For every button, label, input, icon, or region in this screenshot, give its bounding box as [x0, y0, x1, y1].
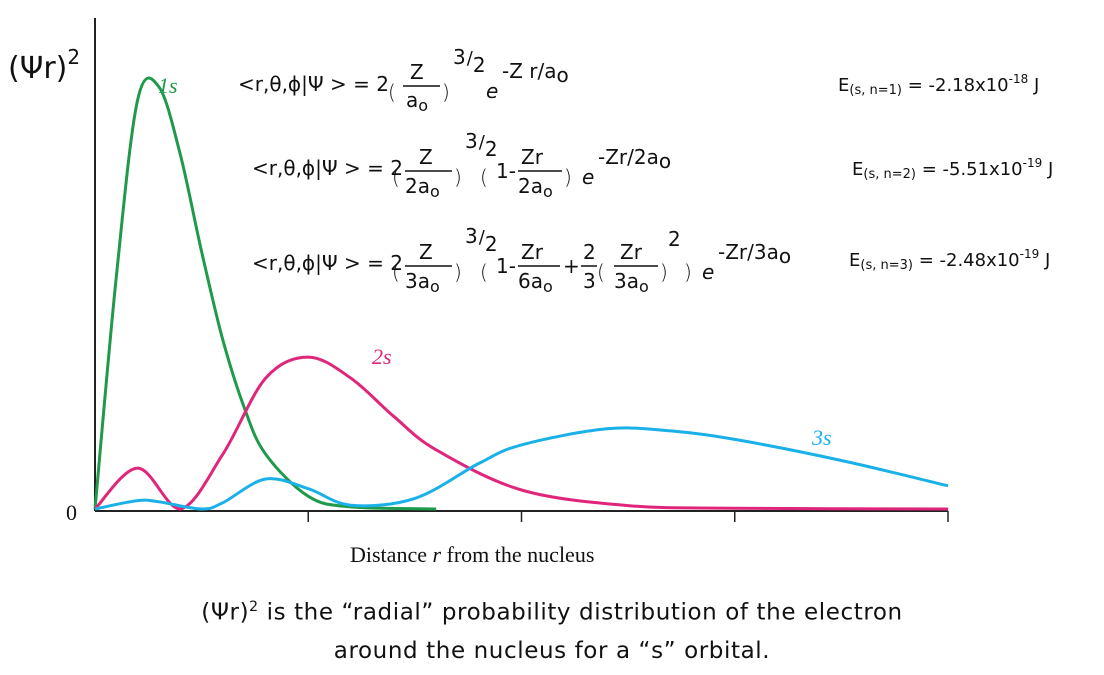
- equation-3s: <r,θ,ϕ|Ψ > = 2 ( Z 3ao ) 3/2 ( 1- Zr 6ao…: [252, 224, 791, 296]
- eq3-plus: +: [563, 254, 580, 278]
- eq2-lhs: <r,θ,ϕ|Ψ > = 2: [252, 156, 403, 180]
- eq3-inner-lead: 1-: [496, 254, 516, 278]
- eq2-open-paren: (: [392, 165, 400, 189]
- eq1-close-paren: ): [442, 80, 450, 104]
- eq1-exponent: -Z r/ao: [502, 59, 569, 87]
- eq3-open-paren: (: [392, 260, 400, 284]
- y-zero-label: 0: [66, 500, 77, 525]
- eq3-inner-open-paren: (: [480, 260, 488, 284]
- x-axis-ticks: [307, 511, 949, 522]
- series-line-3s: [94, 426, 949, 511]
- eq3-sq-num: Zr: [620, 240, 643, 264]
- eq2-frac-num: Z: [419, 145, 433, 169]
- eq3-frac-num: Z: [419, 240, 433, 264]
- eq3-exponent: -Zr/3ao: [718, 240, 791, 268]
- eq3-lhs: <r,θ,ϕ|Ψ > = 2: [252, 251, 403, 275]
- series-line-2s: [93, 355, 949, 511]
- eq3-close-paren: ): [454, 260, 462, 284]
- series-label-2s: 2s: [372, 344, 392, 369]
- eq2-power: 3/2: [465, 129, 498, 161]
- energy-n2: E(s, n=2) = -5.51x10-19 J: [852, 156, 1053, 182]
- eq1-frac-num: Z: [410, 60, 424, 84]
- eq3-sq-open-paren: (: [597, 260, 605, 284]
- eq2-exponent: -Zr/2ao: [598, 145, 671, 173]
- eq3-sq-close-paren: ): [660, 260, 668, 284]
- eq3-inner-num: Zr: [521, 240, 544, 264]
- caption: (Ψr)2 is the “radial” probability distri…: [0, 588, 1104, 670]
- series-line-1s: [93, 76, 437, 511]
- radial-distribution-chart: (Ψr)2 0 1s 2s 3s Distance r from the nuc…: [8, 18, 1053, 567]
- eq1-e: e: [486, 79, 498, 103]
- eq3-coef-num: 2: [583, 240, 596, 264]
- eq2-inner-close-paren: ): [564, 165, 572, 189]
- eq2-inner-den: 2ao: [518, 174, 553, 201]
- caption-line-1: (Ψr)2 is the “radial” probability distri…: [201, 599, 903, 626]
- eq2-inner-lead: 1-: [496, 159, 516, 183]
- eq2-frac-den: 2ao: [405, 174, 440, 201]
- energy-n1: E(s, n=1) = -2.18x10-18 J: [838, 72, 1039, 98]
- eq1-open-paren: (: [388, 80, 396, 104]
- caption-line-2: around the nucleus for a “s” orbital.: [333, 637, 771, 664]
- series-label-3s: 3s: [811, 425, 832, 450]
- energy-n3: E(s, n=3) = -2.48x10-19 J: [849, 247, 1050, 273]
- eq3-e: e: [702, 260, 714, 284]
- eq1-power: 3/2: [453, 45, 486, 77]
- eq3-outer-close-paren: ): [684, 260, 692, 284]
- curves: [93, 76, 949, 511]
- series-label-1s: 1s: [158, 73, 178, 98]
- eq3-power: 3/2: [465, 224, 498, 256]
- eq1-frac-den: ao: [406, 88, 428, 115]
- eq3-coef-den: 3: [583, 269, 596, 293]
- eq2-inner-num: Zr: [521, 145, 544, 169]
- eq3-sq-power: 2: [668, 227, 681, 251]
- eq2-e: e: [582, 165, 594, 189]
- equation-2s: <r,θ,ϕ|Ψ > = 2 ( Z 2ao ) 3/2 ( 1- Zr 2ao…: [252, 129, 671, 201]
- eq2-close-paren: ): [454, 165, 462, 189]
- x-axis-title: Distance r from the nucleus: [350, 542, 594, 567]
- equation-1s: <r,θ,ϕ|Ψ > = 2 ( Z ao ) 3/2 e -Z r/ao: [238, 45, 569, 115]
- eq3-inner-den: 6ao: [518, 269, 553, 296]
- eq1-lhs: <r,θ,ϕ|Ψ > = 2: [238, 72, 389, 96]
- eq3-sq-den: 3ao: [614, 269, 649, 296]
- eq2-inner-open-paren: (: [480, 165, 488, 189]
- eq3-frac-den: 3ao: [405, 269, 440, 296]
- y-axis-title: (Ψr)2: [8, 45, 80, 86]
